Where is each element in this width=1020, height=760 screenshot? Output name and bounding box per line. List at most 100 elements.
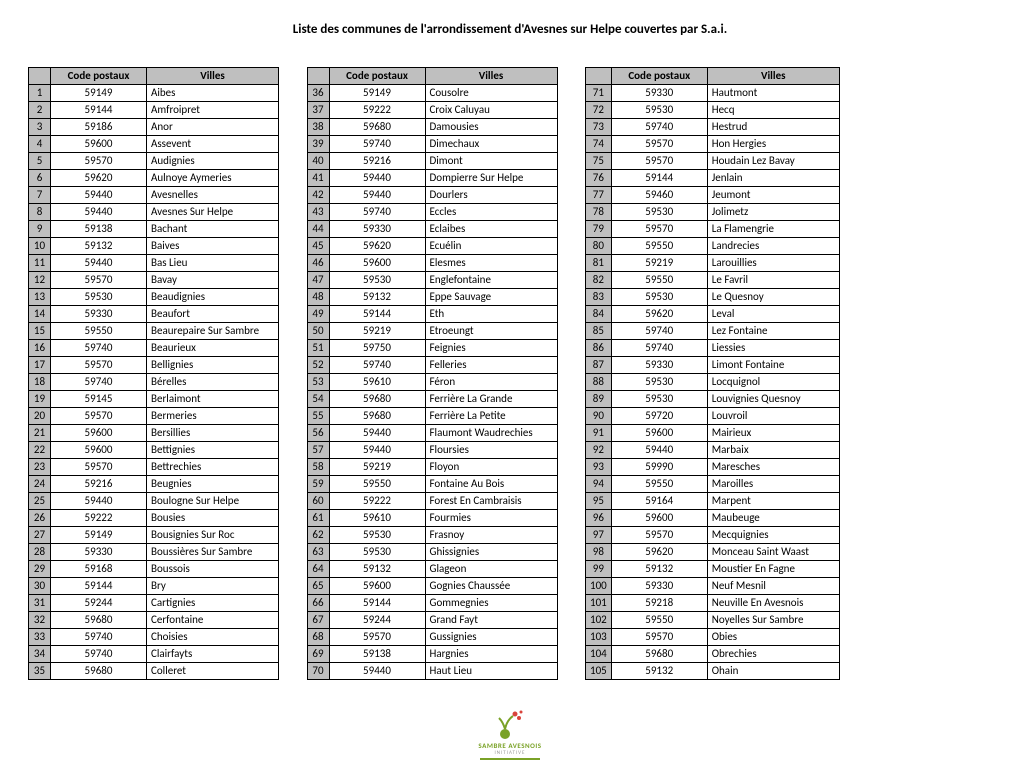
row-code: 59610 <box>329 374 425 391</box>
row-ville: Anor <box>147 119 279 136</box>
row-index: 62 <box>307 527 329 544</box>
row-index: 55 <box>307 408 329 425</box>
row-ville: Hautmont <box>707 85 839 102</box>
row-ville: Mairieux <box>707 425 839 442</box>
table-row: 3259680Cerfontaine <box>29 612 279 629</box>
row-code: 59440 <box>51 187 147 204</box>
row-index: 89 <box>586 391 612 408</box>
row-index: 20 <box>29 408 51 425</box>
row-ville: Obrechies <box>707 646 839 663</box>
row-ville: Haut Lieu <box>425 663 557 680</box>
row-index: 29 <box>29 561 51 578</box>
row-ville: Louvroil <box>707 408 839 425</box>
table-row: 6859570Gussignies <box>279 629 557 646</box>
row-index: 44 <box>307 221 329 238</box>
row-ville: Maubeuge <box>707 510 839 527</box>
table-row: 4459330Eclaibes <box>279 221 557 238</box>
row-ville: Bérelles <box>147 374 279 391</box>
row-index: 47 <box>307 272 329 289</box>
row-index: 25 <box>29 493 51 510</box>
row-code: 59570 <box>51 272 147 289</box>
row-code: 59740 <box>51 646 147 663</box>
row-code: 59740 <box>51 629 147 646</box>
row-code: 59186 <box>51 119 147 136</box>
commune-table-3: Code postauxVilles7159330Hautmont7259530… <box>558 67 840 680</box>
table-row: 2059570Bermeries <box>29 408 279 425</box>
row-index: 105 <box>586 663 612 680</box>
row-ville: Boulogne Sur Helpe <box>147 493 279 510</box>
row-ville: Eth <box>425 306 557 323</box>
row-index: 66 <box>307 595 329 612</box>
row-code: 59600 <box>329 578 425 595</box>
row-code: 59530 <box>611 289 707 306</box>
row-code: 59132 <box>329 561 425 578</box>
row-code: 59530 <box>611 102 707 119</box>
row-code: 59222 <box>51 510 147 527</box>
row-code: 59144 <box>51 102 147 119</box>
row-index: 53 <box>307 374 329 391</box>
row-index: 64 <box>307 561 329 578</box>
row-code: 59570 <box>611 221 707 238</box>
row-index: 70 <box>307 663 329 680</box>
row-ville: Bettrechies <box>147 459 279 476</box>
row-ville: Bachant <box>147 221 279 238</box>
table-row: 1159440Bas Lieu <box>29 255 279 272</box>
table-row: 559570Audignies <box>29 153 279 170</box>
row-ville: Eppe Sauvage <box>425 289 557 306</box>
logo: SAMBRE AVESNOIS INITIATIVE <box>470 708 550 760</box>
table-row: 8959530Louvignies Quesnoy <box>558 391 840 408</box>
table-row: 8259550Le Favril <box>558 272 840 289</box>
row-code: 59460 <box>611 187 707 204</box>
row-ville: Lez Fontaine <box>707 323 839 340</box>
row-ville: Bavay <box>147 272 279 289</box>
row-index: 5 <box>29 153 51 170</box>
table-row: 2759149Bousignies Sur Roc <box>29 527 279 544</box>
table-row: 6559600Gognies Chaussée <box>279 578 557 595</box>
row-code: 59570 <box>51 408 147 425</box>
row-ville: Eccles <box>425 204 557 221</box>
row-code: 59720 <box>611 408 707 425</box>
row-index: 1 <box>29 85 51 102</box>
row-ville: Aulnoye Aymeries <box>147 170 279 187</box>
row-code: 59132 <box>611 561 707 578</box>
logo-subtext: INITIATIVE <box>470 750 550 756</box>
row-code: 59570 <box>51 357 147 374</box>
row-index: 63 <box>307 544 329 561</box>
row-index: 4 <box>29 136 51 153</box>
row-index: 32 <box>29 612 51 629</box>
row-code: 59440 <box>329 425 425 442</box>
row-ville: Flaumont Waudrechies <box>425 425 557 442</box>
table-row: 7459570Hon Hergies <box>558 136 840 153</box>
row-code: 59149 <box>329 85 425 102</box>
row-index: 60 <box>307 493 329 510</box>
row-ville: Avesnelles <box>147 187 279 204</box>
table-row: 1359530Beaudignies <box>29 289 279 306</box>
row-index: 9 <box>29 221 51 238</box>
table-row: 5959550Fontaine Au Bois <box>279 476 557 493</box>
table-row: 8159219Larouillies <box>558 255 840 272</box>
row-code: 59149 <box>51 85 147 102</box>
row-code: 59600 <box>51 442 147 459</box>
row-index: 59 <box>307 476 329 493</box>
row-code: 59570 <box>611 629 707 646</box>
row-code: 59740 <box>329 204 425 221</box>
table-row: 5059219Etroeungt <box>279 323 557 340</box>
row-index: 75 <box>586 153 612 170</box>
row-index: 85 <box>586 323 612 340</box>
table-row: 8559740Lez Fontaine <box>558 323 840 340</box>
table-row: 9959132Moustier En Fagne <box>558 561 840 578</box>
row-ville: Landrecies <box>707 238 839 255</box>
table-row: 6159610Fourmies <box>279 510 557 527</box>
row-code: 59680 <box>329 119 425 136</box>
table-row: 2359570Bettrechies <box>29 459 279 476</box>
table-row: 7359740Hestrud <box>558 119 840 136</box>
row-code: 59440 <box>51 493 147 510</box>
row-index: 87 <box>586 357 612 374</box>
row-index: 83 <box>586 289 612 306</box>
table-row: 6759244Grand Fayt <box>279 612 557 629</box>
table-row: 10259550Noyelles Sur Sambre <box>558 612 840 629</box>
row-index: 24 <box>29 476 51 493</box>
row-code: 59620 <box>611 544 707 561</box>
header-index <box>29 68 51 85</box>
table-row: 1059132Baives <box>29 238 279 255</box>
